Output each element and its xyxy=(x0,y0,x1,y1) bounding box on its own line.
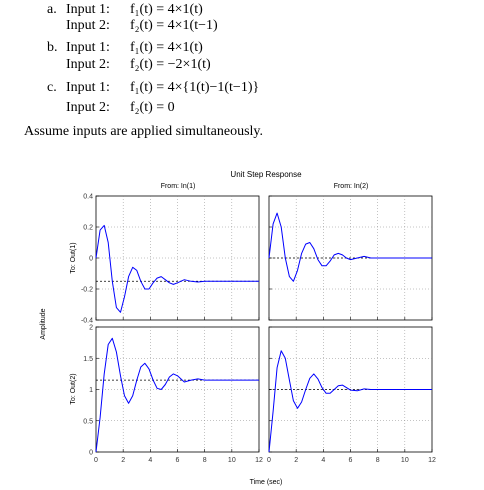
item-letter: c. xyxy=(47,80,57,95)
item-letter: a. xyxy=(47,2,57,17)
response-curve xyxy=(95,224,259,313)
x-axis-label: Time (sec) xyxy=(250,479,283,486)
x-tick-label: 10 xyxy=(228,457,236,464)
y-tick-label: 0.5 xyxy=(83,418,93,425)
y-tick-label: 0 xyxy=(89,256,93,263)
x-tick-label: 12 xyxy=(255,457,263,464)
input-expression: f₂(t) = −2×1(t) xyxy=(130,57,211,72)
x-tick-label: 8 xyxy=(203,457,207,464)
x-tick-label: 0 xyxy=(94,457,98,464)
x-tick-label: 12 xyxy=(428,457,436,464)
response-curve xyxy=(268,350,432,453)
input-expression: f₂(t) = 4×1(t−1) xyxy=(130,18,218,33)
response-curve xyxy=(95,337,259,453)
y-tick-label: 0.2 xyxy=(83,225,93,232)
x-tick-label: 6 xyxy=(349,457,353,464)
response-curve xyxy=(268,212,432,282)
y-tick-label: 0 xyxy=(89,450,93,457)
assumption-text: Assume inputs are applied simultaneously… xyxy=(24,124,263,139)
input-label: Input 2: xyxy=(66,57,110,72)
y-tick-label: -0.4 xyxy=(81,318,93,325)
input-expression: f₁(t) = 4×1(t) xyxy=(130,2,203,17)
y-tick-label: 2 xyxy=(89,325,93,332)
y-tick-label: 1 xyxy=(89,387,93,394)
input-label: Input 2: xyxy=(66,100,110,115)
x-tick-label: 6 xyxy=(176,457,180,464)
y-axis-label: Amplitude xyxy=(40,308,47,339)
y-tick-label: -0.2 xyxy=(81,287,93,294)
row-label-out1: To: Out(1) xyxy=(70,242,77,273)
y-tick-label: 1.5 xyxy=(83,356,93,363)
input-expression: f₂(t) = 0 xyxy=(130,100,175,115)
input-label: Input 1: xyxy=(66,2,110,17)
x-tick-label: 10 xyxy=(401,457,409,464)
y-tick-label: 0.4 xyxy=(83,194,93,201)
x-tick-label: 8 xyxy=(376,457,380,464)
x-tick-label: 0 xyxy=(267,457,271,464)
input-label: Input 1: xyxy=(66,80,110,95)
x-tick-label: 2 xyxy=(121,457,125,464)
column-label-in2: From: In(2) xyxy=(334,183,369,190)
item-letter: b. xyxy=(47,40,58,55)
figure-title: Unit Step Response xyxy=(230,170,302,179)
input-expression: f₁(t) = 4×1(t) xyxy=(130,40,203,55)
x-tick-label: 2 xyxy=(294,457,298,464)
x-tick-label: 4 xyxy=(148,457,152,464)
x-tick-label: 4 xyxy=(321,457,325,464)
input-expression: f₁(t) = 4×{1(t)−1(t−1)} xyxy=(130,80,260,95)
input-label: Input 2: xyxy=(66,18,110,33)
row-label-out2: To: Out(2) xyxy=(70,373,77,404)
column-label-in1: From: In(1) xyxy=(161,183,196,190)
input-label: Input 1: xyxy=(66,40,110,55)
